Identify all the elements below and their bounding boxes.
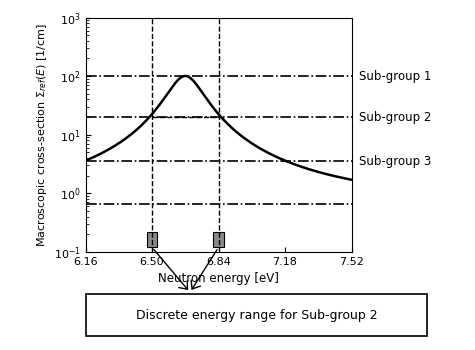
Bar: [213, 232, 224, 247]
Y-axis label: Macroscopic cross-section $\Sigma_{ref}(E)$ [1/cm]: Macroscopic cross-section $\Sigma_{ref}(…: [36, 23, 49, 247]
X-axis label: Neutron energy [eV]: Neutron energy [eV]: [158, 272, 279, 285]
Text: Sub-group 3: Sub-group 3: [360, 155, 432, 168]
Bar: [147, 232, 157, 247]
Text: Sub-group 1: Sub-group 1: [360, 70, 432, 83]
Text: Sub-group 2: Sub-group 2: [360, 111, 432, 124]
Text: Discrete energy range for Sub-group 2: Discrete energy range for Sub-group 2: [136, 308, 377, 322]
FancyBboxPatch shape: [86, 294, 428, 336]
